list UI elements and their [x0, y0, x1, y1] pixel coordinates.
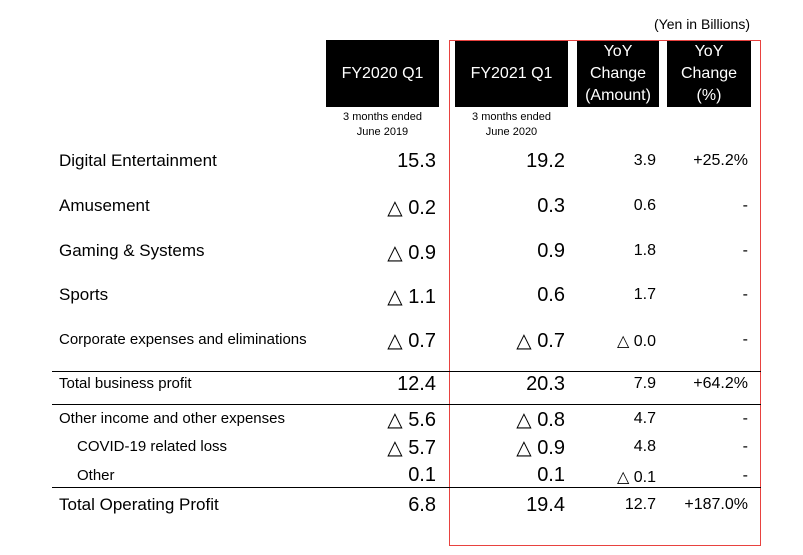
cell-fy2021: 0.9 — [537, 240, 565, 262]
unit-note: (Yen in Billions) — [654, 16, 750, 32]
cell-yoy-amount: 7.9 — [633, 375, 656, 392]
row-label: Other income and other expenses — [59, 410, 285, 427]
cell-fy2020: 6.8 — [408, 494, 436, 516]
cell-fy2020: 12.4 — [397, 373, 436, 395]
row-label: Digital Entertainment — [59, 151, 217, 170]
cell-yoy-pct: - — [742, 410, 748, 427]
row-label: COVID-19 related loss — [77, 438, 228, 455]
row-label: Amusement — [59, 196, 150, 215]
cell-yoy-pct: - — [742, 438, 748, 455]
divider-line — [52, 487, 761, 488]
cell-yoy-amount: 4.7 — [633, 410, 656, 427]
header-yoy-pct-label: YoY Change (%) — [680, 42, 738, 104]
cell-yoy-pct: - — [742, 467, 748, 484]
cell-fy2020: 0.1 — [408, 464, 436, 486]
row-label: Total Operating Profit — [59, 495, 219, 514]
cell-fy2020: △ 5.7 — [387, 437, 436, 459]
cell-fy2021: 19.4 — [526, 494, 565, 516]
header-fy2021-label: FY2021 Q1 — [470, 64, 553, 82]
row-label: Gaming & Systems — [59, 241, 205, 260]
cell-fy2021: 20.3 — [526, 373, 565, 395]
cell-yoy-amount: 1.8 — [633, 242, 656, 259]
cell-fy2021: △ 0.8 — [516, 409, 565, 431]
fy2021-highlight-box — [449, 40, 761, 546]
cell-yoy-amount: 12.7 — [624, 496, 656, 513]
cell-yoy-amount: 0.6 — [633, 197, 656, 214]
cell-fy2021: △ 0.7 — [516, 330, 565, 352]
header-fy2020-label: FY2020 Q1 — [341, 64, 424, 82]
header-fy2021: FY2021 Q1 — [455, 40, 568, 107]
cell-yoy-amount: 4.8 — [633, 438, 656, 455]
cell-yoy-pct: +64.2% — [693, 375, 748, 392]
header-yoy-pct: YoY Change (%) — [667, 40, 751, 107]
cell-yoy-amount: △ 0.1 — [617, 469, 656, 486]
cell-fy2021: 0.1 — [537, 464, 565, 486]
cell-yoy-pct: - — [742, 286, 748, 303]
cell-fy2021: 0.6 — [537, 284, 565, 306]
cell-yoy-pct: - — [742, 331, 748, 348]
row-label: Total business profit — [59, 375, 192, 392]
row-label: Corporate expenses and eliminations — [59, 331, 307, 348]
divider-line — [52, 371, 761, 372]
cell-fy2020: △ 1.1 — [387, 286, 436, 308]
cell-yoy-amount: 3.9 — [633, 152, 656, 169]
cell-fy2020: △ 5.6 — [387, 409, 436, 431]
cell-fy2020: △ 0.2 — [387, 197, 436, 219]
cell-yoy-pct: +187.0% — [684, 496, 748, 513]
cell-yoy-pct: - — [742, 197, 748, 214]
cell-yoy-amount: 1.7 — [633, 286, 656, 303]
cell-fy2020: 15.3 — [397, 150, 436, 172]
cell-yoy-pct: - — [742, 242, 748, 259]
cell-fy2021: 19.2 — [526, 150, 565, 172]
subheader-fy2020: 3 months ended June 2019 — [343, 111, 422, 138]
cell-fy2021: △ 0.9 — [516, 437, 565, 459]
cell-yoy-amount: △ 0.0 — [617, 333, 656, 350]
divider-line — [52, 404, 761, 405]
header-yoy-amount: YoY Change (Amount) — [577, 40, 659, 107]
cell-yoy-pct: +25.2% — [693, 152, 748, 169]
cell-fy2020: △ 0.9 — [387, 242, 436, 264]
cell-fy2021: 0.3 — [537, 195, 565, 217]
row-label: Other — [77, 467, 115, 484]
header-yoy-amount-label: YoY Change (Amount) — [585, 42, 651, 104]
subheader-fy2021: 3 months ended June 2020 — [472, 111, 551, 138]
row-label: Sports — [59, 285, 109, 304]
cell-fy2020: △ 0.7 — [387, 330, 436, 352]
header-fy2020: FY2020 Q1 — [326, 40, 439, 107]
